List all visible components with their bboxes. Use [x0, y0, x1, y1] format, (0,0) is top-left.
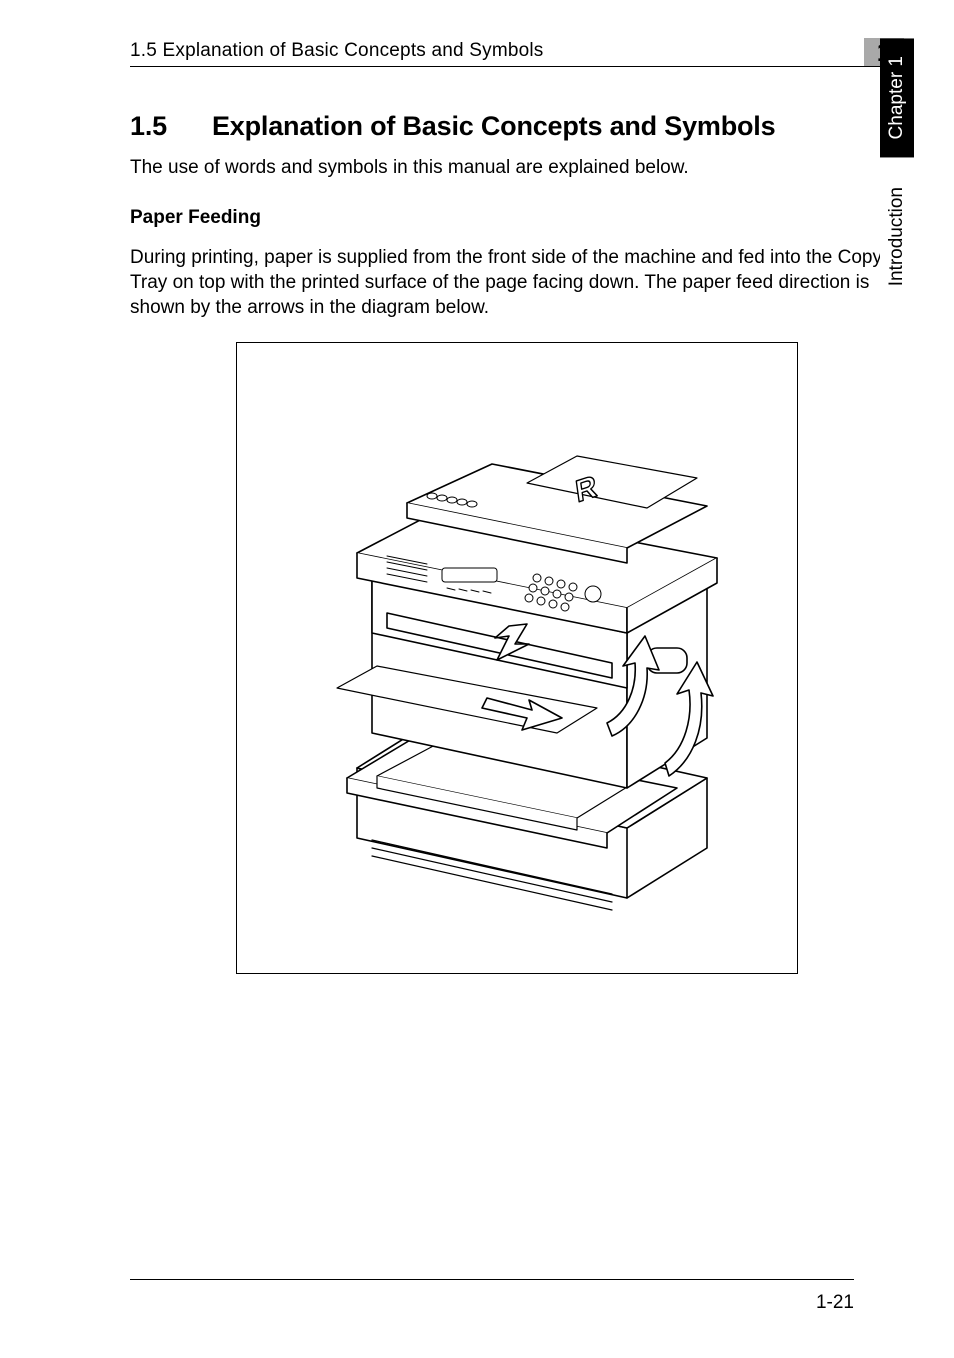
- side-tabs: Chapter 1 Introduction: [880, 38, 914, 305]
- page-header: 1.5 Explanation of Basic Concepts and Sy…: [130, 38, 904, 67]
- side-tab-section: Introduction: [880, 169, 914, 304]
- page: Chapter 1 Introduction 1.5 Explanation o…: [0, 0, 954, 1358]
- section-title-text: Explanation of Basic Concepts and Symbol…: [212, 111, 775, 141]
- figure-frame: R: [236, 342, 798, 974]
- running-head: 1.5 Explanation of Basic Concepts and Sy…: [130, 40, 544, 62]
- section-number: 1.5: [130, 111, 212, 142]
- printer-diagram: R: [277, 378, 757, 938]
- footer-rule: [130, 1279, 854, 1280]
- section-intro: The use of words and symbols in this man…: [130, 156, 904, 181]
- side-tab-chapter: Chapter 1: [880, 38, 914, 157]
- section-title: 1.5Explanation of Basic Concepts and Sym…: [130, 111, 904, 142]
- page-number: 1-21: [816, 1292, 854, 1314]
- subsection-heading: Paper Feeding: [130, 207, 904, 229]
- subsection-body: During printing, paper is supplied from …: [130, 245, 904, 320]
